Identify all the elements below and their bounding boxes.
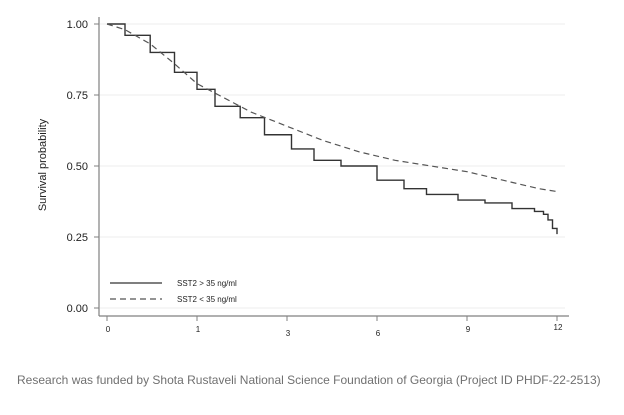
x-tick-label: 3 xyxy=(286,329,291,338)
series-line-sst2-high xyxy=(107,23,558,235)
y-tick-label: 0.00 xyxy=(67,303,88,315)
funding-caption: Research was funded by Shota Rustaveli N… xyxy=(17,373,601,387)
y-tick-label: 1.00 xyxy=(67,19,88,31)
legend-label: SST2 < 35 ng/ml xyxy=(177,295,237,304)
x-tick-label: 0 xyxy=(106,325,111,334)
survival-chart: 0.00 0.25 0.50 0.75 1.00 0 1 3 6 9 12 Survival pr… xyxy=(37,17,569,338)
x-tick-label: 12 xyxy=(554,323,563,332)
y-tick-label: 0.75 xyxy=(67,90,88,102)
y-tick-label: 0.50 xyxy=(67,161,88,173)
grid-lines xyxy=(100,23,565,309)
series-group xyxy=(106,23,558,235)
x-tick-label: 1 xyxy=(196,325,201,334)
x-tick-label: 9 xyxy=(466,325,471,334)
y-axis-title: Survival probability xyxy=(37,118,49,211)
y-tick-label: 0.25 xyxy=(67,232,88,244)
legend-label: SST2 > 35 ng/ml xyxy=(177,279,237,288)
series-line-sst2-low xyxy=(106,23,558,193)
x-tick-label: 6 xyxy=(376,329,381,338)
legend: SST2 > 35 ng/ml SST2 < 35 ng/ml xyxy=(110,279,237,304)
y-ticks: 0.00 0.25 0.50 0.75 1.00 xyxy=(67,19,99,315)
x-ticks: 0 1 3 6 9 12 xyxy=(106,316,563,338)
